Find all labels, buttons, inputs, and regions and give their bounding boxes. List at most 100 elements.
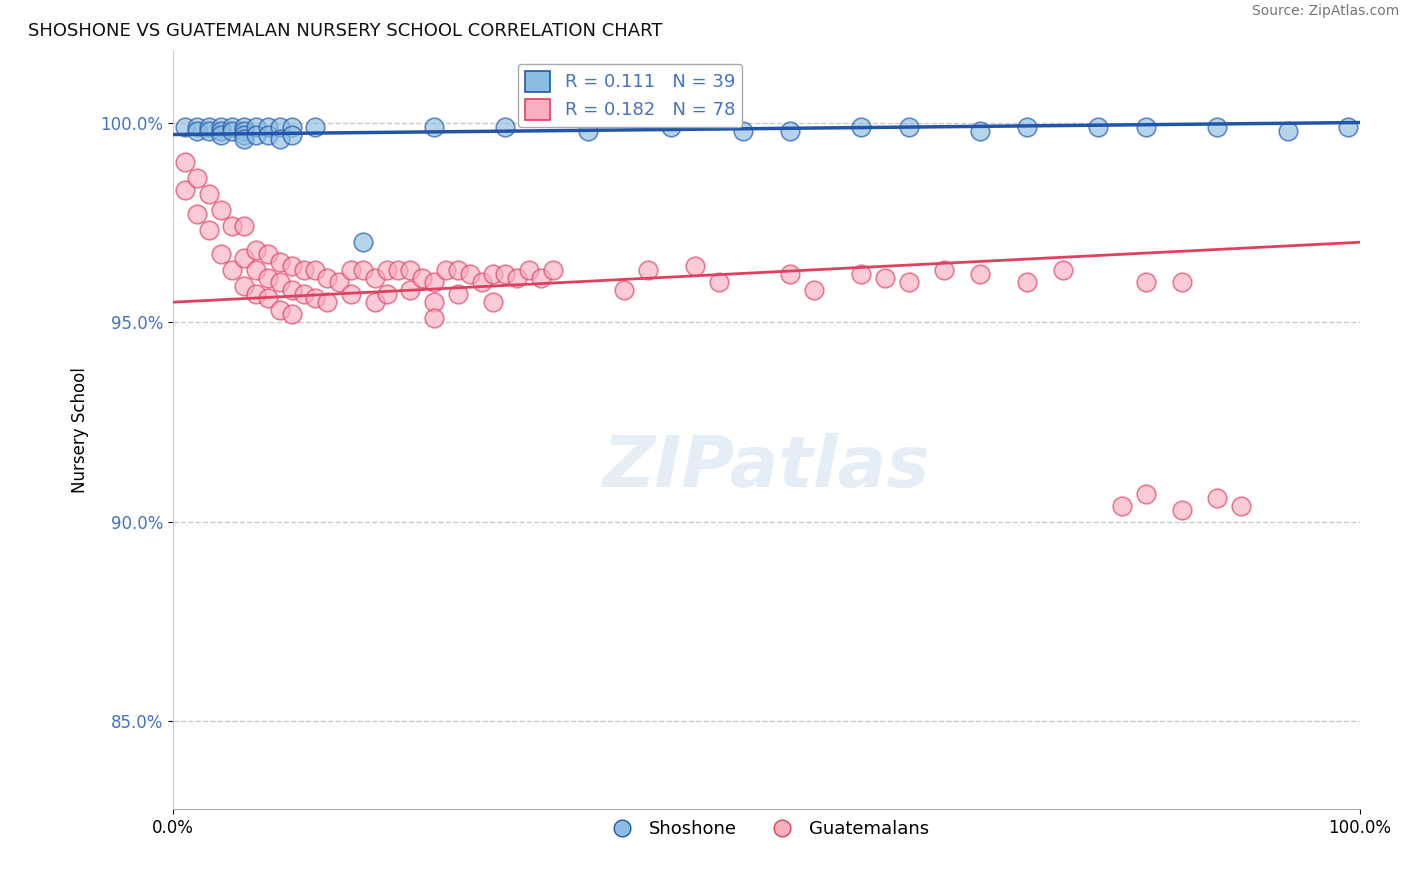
Point — [257, 271, 280, 285]
Point — [316, 295, 339, 310]
Point — [340, 263, 363, 277]
Point — [269, 120, 291, 134]
Point — [897, 120, 920, 134]
Point — [245, 287, 267, 301]
Point — [304, 291, 326, 305]
Point — [897, 275, 920, 289]
Point — [423, 275, 446, 289]
Point — [1135, 120, 1157, 134]
Point — [328, 275, 350, 289]
Point — [1052, 263, 1074, 277]
Point — [221, 120, 243, 134]
Point — [1206, 491, 1229, 505]
Point — [1170, 275, 1192, 289]
Point — [233, 131, 256, 145]
Point — [269, 131, 291, 145]
Point — [423, 311, 446, 326]
Point — [221, 219, 243, 234]
Point — [683, 259, 706, 273]
Point — [375, 287, 398, 301]
Point — [280, 120, 302, 134]
Point — [352, 235, 374, 250]
Point — [1135, 487, 1157, 501]
Point — [707, 275, 730, 289]
Point — [1135, 275, 1157, 289]
Point — [779, 123, 801, 137]
Point — [233, 120, 256, 134]
Point — [803, 283, 825, 297]
Point — [873, 271, 896, 285]
Point — [411, 271, 433, 285]
Point — [613, 283, 636, 297]
Point — [458, 267, 481, 281]
Point — [352, 263, 374, 277]
Point — [292, 287, 315, 301]
Point — [269, 255, 291, 269]
Point — [316, 271, 339, 285]
Point — [637, 263, 659, 277]
Text: ZIPatlas: ZIPatlas — [603, 434, 929, 502]
Point — [280, 128, 302, 142]
Point — [530, 271, 553, 285]
Point — [969, 123, 991, 137]
Point — [304, 120, 326, 134]
Point — [1170, 502, 1192, 516]
Point — [851, 120, 873, 134]
Point — [364, 271, 387, 285]
Point — [1017, 275, 1039, 289]
Legend: Shoshone, Guatemalans: Shoshone, Guatemalans — [596, 814, 936, 846]
Point — [1017, 120, 1039, 134]
Point — [269, 275, 291, 289]
Y-axis label: Nursery School: Nursery School — [72, 367, 89, 493]
Point — [1111, 499, 1133, 513]
Point — [245, 120, 267, 134]
Point — [399, 263, 422, 277]
Point — [209, 203, 232, 218]
Point — [364, 295, 387, 310]
Point — [434, 263, 457, 277]
Point — [304, 263, 326, 277]
Point — [661, 120, 683, 134]
Point — [257, 247, 280, 261]
Point — [269, 303, 291, 318]
Point — [494, 120, 516, 134]
Point — [969, 267, 991, 281]
Point — [186, 207, 208, 221]
Point — [233, 123, 256, 137]
Point — [541, 263, 564, 277]
Point — [292, 263, 315, 277]
Point — [375, 263, 398, 277]
Point — [280, 259, 302, 273]
Point — [245, 244, 267, 258]
Point — [517, 263, 540, 277]
Point — [233, 279, 256, 293]
Point — [280, 307, 302, 321]
Point — [197, 223, 219, 237]
Point — [186, 171, 208, 186]
Point — [1277, 123, 1299, 137]
Point — [186, 123, 208, 137]
Point — [221, 123, 243, 137]
Point — [233, 219, 256, 234]
Point — [257, 128, 280, 142]
Point — [197, 123, 219, 137]
Point — [387, 263, 409, 277]
Point — [186, 120, 208, 134]
Point — [1230, 499, 1253, 513]
Point — [209, 247, 232, 261]
Point — [209, 120, 232, 134]
Point — [174, 155, 197, 169]
Text: SHOSHONE VS GUATEMALAN NURSERY SCHOOL CORRELATION CHART: SHOSHONE VS GUATEMALAN NURSERY SCHOOL CO… — [28, 22, 662, 40]
Point — [233, 252, 256, 266]
Point — [174, 120, 197, 134]
Point — [197, 120, 219, 134]
Point — [245, 128, 267, 142]
Point — [447, 287, 470, 301]
Point — [731, 123, 754, 137]
Point — [1336, 120, 1358, 134]
Point — [576, 123, 599, 137]
Point — [934, 263, 956, 277]
Point — [257, 120, 280, 134]
Point — [340, 287, 363, 301]
Point — [779, 267, 801, 281]
